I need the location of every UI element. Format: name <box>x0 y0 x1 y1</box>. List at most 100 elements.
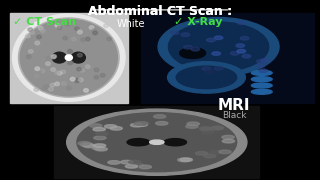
Ellipse shape <box>70 77 75 81</box>
Ellipse shape <box>252 89 272 94</box>
Ellipse shape <box>257 59 265 63</box>
Ellipse shape <box>180 48 206 58</box>
Ellipse shape <box>184 46 192 49</box>
Ellipse shape <box>68 61 73 64</box>
Ellipse shape <box>89 26 94 29</box>
Ellipse shape <box>214 67 223 70</box>
Ellipse shape <box>78 78 83 82</box>
Ellipse shape <box>77 53 82 57</box>
Ellipse shape <box>61 82 66 85</box>
Ellipse shape <box>210 150 222 154</box>
Ellipse shape <box>139 165 151 169</box>
Ellipse shape <box>71 37 76 41</box>
Ellipse shape <box>222 135 234 139</box>
Ellipse shape <box>93 31 98 35</box>
Ellipse shape <box>156 122 168 125</box>
Ellipse shape <box>44 85 49 88</box>
Ellipse shape <box>237 21 246 24</box>
Ellipse shape <box>212 52 220 55</box>
Ellipse shape <box>75 78 80 82</box>
Text: Abdominal CT Scan :: Abdominal CT Scan : <box>88 4 232 17</box>
Ellipse shape <box>35 67 40 71</box>
Ellipse shape <box>211 126 224 130</box>
Ellipse shape <box>135 166 147 169</box>
Ellipse shape <box>94 68 99 72</box>
Ellipse shape <box>81 38 85 42</box>
Ellipse shape <box>36 70 41 74</box>
Ellipse shape <box>93 128 105 131</box>
Bar <box>141 13 314 103</box>
Ellipse shape <box>40 69 45 73</box>
Ellipse shape <box>135 123 148 126</box>
Ellipse shape <box>202 128 214 132</box>
Ellipse shape <box>131 123 143 127</box>
Ellipse shape <box>28 28 33 31</box>
Ellipse shape <box>20 19 117 96</box>
Ellipse shape <box>261 59 269 62</box>
Ellipse shape <box>186 125 198 128</box>
Ellipse shape <box>214 36 223 40</box>
Ellipse shape <box>134 122 146 125</box>
Ellipse shape <box>92 146 105 150</box>
Ellipse shape <box>77 30 82 34</box>
Text: White: White <box>117 19 146 29</box>
Ellipse shape <box>19 18 119 97</box>
Ellipse shape <box>57 71 62 75</box>
Ellipse shape <box>252 70 272 75</box>
Ellipse shape <box>38 26 43 30</box>
Text: ✓ X-Ray: ✓ X-Ray <box>174 17 223 27</box>
Ellipse shape <box>67 86 71 90</box>
Ellipse shape <box>104 24 108 28</box>
Ellipse shape <box>107 37 112 41</box>
Ellipse shape <box>63 36 68 40</box>
Ellipse shape <box>55 82 60 86</box>
Ellipse shape <box>78 29 83 33</box>
Ellipse shape <box>12 14 125 101</box>
Ellipse shape <box>204 154 216 158</box>
Ellipse shape <box>93 144 106 147</box>
Ellipse shape <box>237 49 246 53</box>
Ellipse shape <box>75 27 79 31</box>
Ellipse shape <box>154 115 166 118</box>
Ellipse shape <box>66 22 70 26</box>
Ellipse shape <box>92 29 97 32</box>
Ellipse shape <box>202 67 211 71</box>
Ellipse shape <box>41 87 46 91</box>
Ellipse shape <box>50 83 55 87</box>
Ellipse shape <box>61 70 66 74</box>
Ellipse shape <box>35 41 40 45</box>
Ellipse shape <box>125 165 138 168</box>
Ellipse shape <box>77 113 237 172</box>
Ellipse shape <box>71 52 85 63</box>
Ellipse shape <box>80 69 84 72</box>
Ellipse shape <box>83 144 96 148</box>
Ellipse shape <box>57 26 62 30</box>
Ellipse shape <box>46 56 51 60</box>
Ellipse shape <box>52 55 57 58</box>
Ellipse shape <box>26 34 30 38</box>
Ellipse shape <box>219 150 231 154</box>
Ellipse shape <box>207 38 215 42</box>
Ellipse shape <box>100 74 105 77</box>
Ellipse shape <box>191 47 200 51</box>
Ellipse shape <box>46 62 50 66</box>
Text: Black: Black <box>222 111 247 120</box>
Ellipse shape <box>164 139 187 146</box>
Ellipse shape <box>54 71 59 74</box>
Ellipse shape <box>222 139 235 143</box>
Ellipse shape <box>240 37 249 40</box>
Ellipse shape <box>176 66 237 89</box>
Ellipse shape <box>49 87 53 91</box>
Ellipse shape <box>55 24 60 27</box>
Text: ✓ CT Scan: ✓ CT Scan <box>13 17 76 27</box>
Ellipse shape <box>178 158 190 162</box>
Ellipse shape <box>196 152 208 155</box>
Ellipse shape <box>242 54 251 58</box>
Ellipse shape <box>132 163 144 167</box>
Ellipse shape <box>68 50 72 53</box>
Ellipse shape <box>150 140 164 144</box>
Ellipse shape <box>77 67 81 71</box>
Ellipse shape <box>95 147 108 151</box>
Ellipse shape <box>187 122 199 126</box>
Ellipse shape <box>181 33 190 36</box>
